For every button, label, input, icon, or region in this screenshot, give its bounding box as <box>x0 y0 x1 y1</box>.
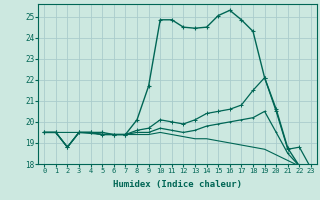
X-axis label: Humidex (Indice chaleur): Humidex (Indice chaleur) <box>113 180 242 189</box>
